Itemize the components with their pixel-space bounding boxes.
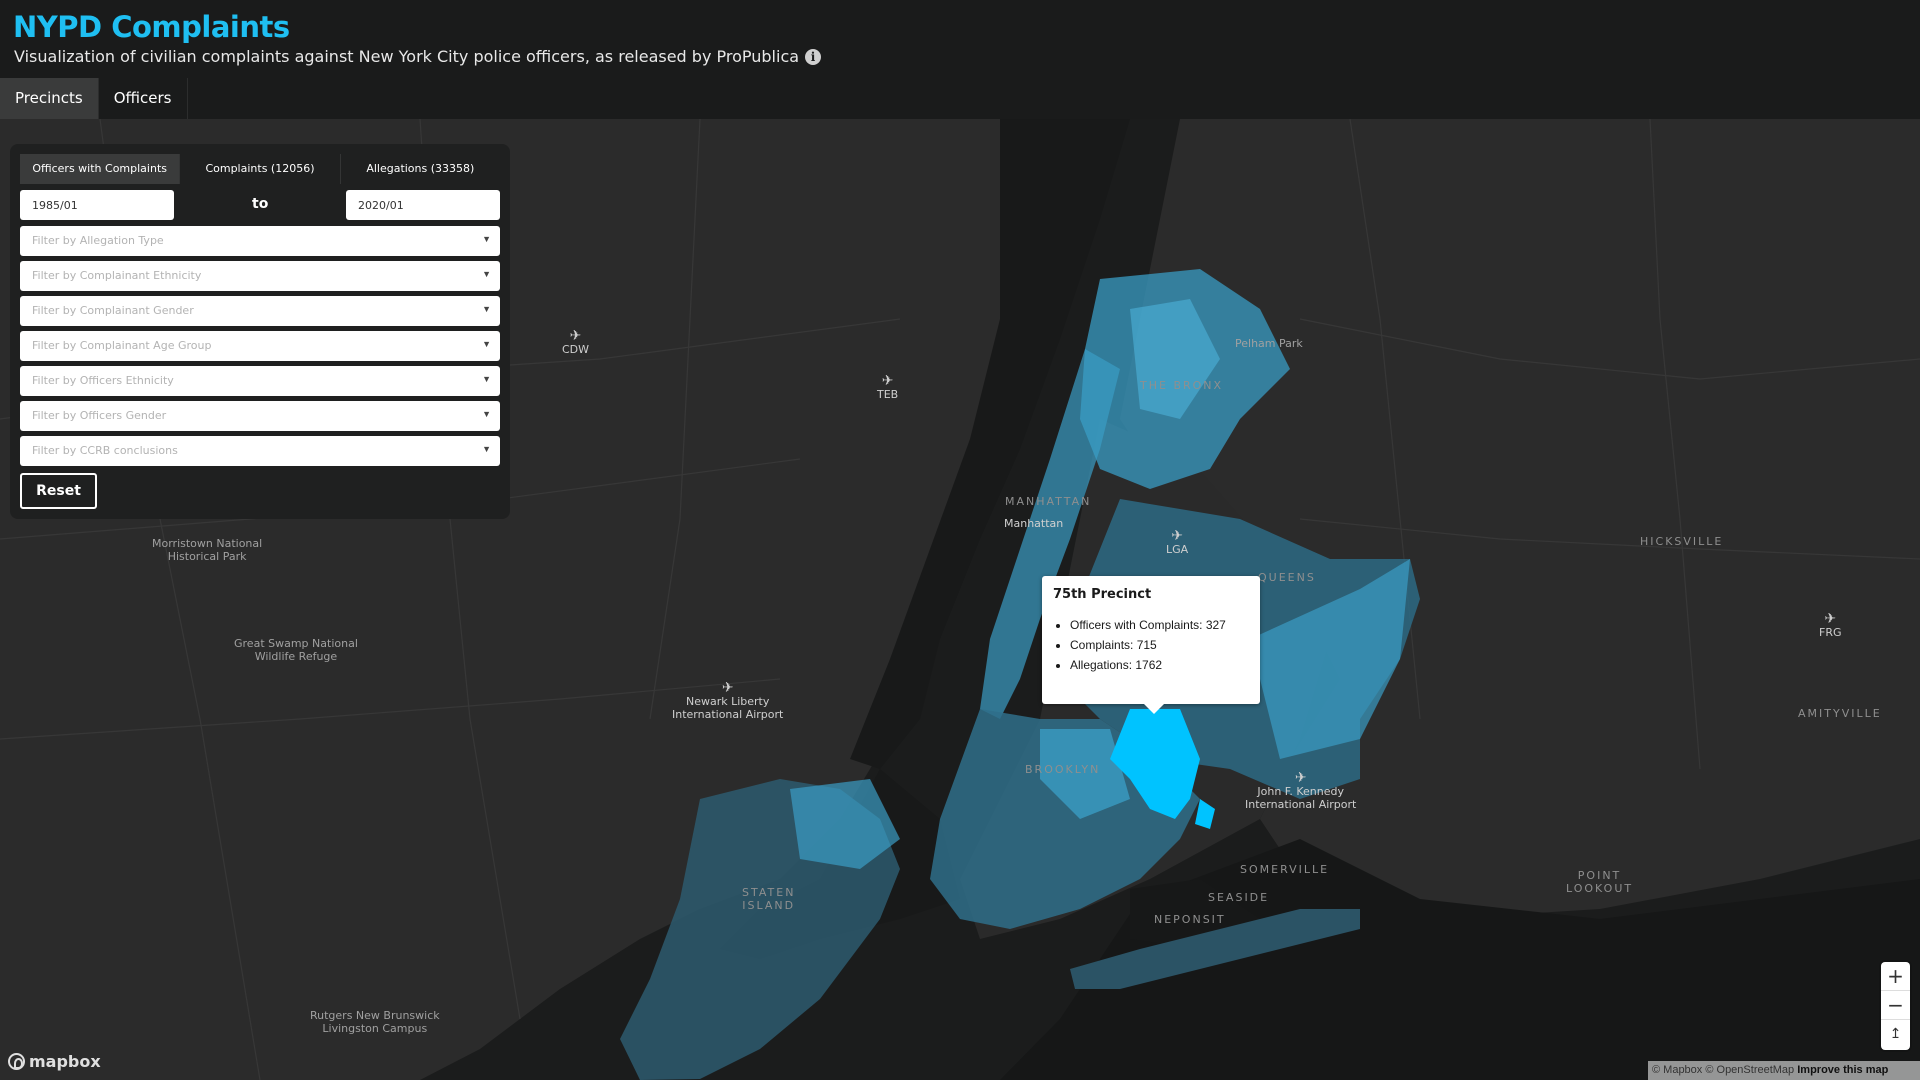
popup-stat-officers: Officers with Complaints: 327	[1070, 618, 1226, 633]
page-subtitle: Visualization of civilian complaints aga…	[14, 47, 822, 66]
filter-complainant-gender[interactable]: Filter by Complainant Gender ▼	[20, 296, 500, 326]
airplane-icon: ✈	[1171, 528, 1183, 544]
map-label-point-lookout: POINT LOOKOUT	[1566, 869, 1634, 895]
chevron-down-icon: ▼	[482, 269, 491, 279]
airplane-icon: ✈	[881, 373, 894, 389]
zoom-in-button[interactable]: +	[1881, 962, 1910, 991]
filter-placeholder: Filter by Complainant Age Group	[32, 339, 212, 352]
map-label-pelham-park: Pelham Park	[1235, 337, 1303, 350]
map-label-rutgers: Rutgers New Brunswick Livingston Campus	[310, 1009, 440, 1035]
filter-panel: Officers with Complaints (3996) Complain…	[10, 144, 510, 519]
zoom-out-button[interactable]: −	[1881, 991, 1910, 1020]
airport-ewr: ✈ Newark Liberty International Airport	[672, 681, 783, 721]
map-basemap	[0, 119, 1920, 1080]
map-label-amityville: AMITYVILLE	[1798, 707, 1882, 720]
filter-placeholder: Filter by Officers Ethnicity	[32, 374, 174, 387]
mapbox-mark-icon	[8, 1053, 25, 1070]
map-label-staten-island: STATEN ISLAND	[742, 886, 796, 912]
metric-tab-allegations[interactable]: Allegations (33358)	[366, 162, 475, 175]
chevron-down-icon: ▼	[482, 444, 491, 454]
map-label-manhattan-upper: MANHATTAN	[1005, 495, 1092, 508]
map-label-morristown: Morristown National Historical Park	[152, 537, 263, 563]
popup-title: 75th Precinct	[1053, 587, 1152, 602]
airplane-icon: ✈	[1294, 770, 1307, 786]
date-range: to	[20, 190, 500, 220]
popup-stats-list: Officers with Complaints: 327 Complaints…	[1070, 618, 1226, 678]
date-to-input[interactable]	[346, 190, 500, 220]
chevron-down-icon: ▼	[482, 234, 491, 244]
map-attribution: © Mapbox © OpenStreetMap Improve this ma…	[1648, 1061, 1920, 1080]
reset-button[interactable]: Reset	[20, 473, 97, 509]
map-label-great-swamp: Great Swamp National Wildlife Refuge	[234, 637, 358, 663]
compass-icon[interactable]: ↥	[1889, 1026, 1902, 1042]
info-icon[interactable]: i	[805, 48, 822, 65]
metric-tabs: Officers with Complaints (3996) Complain…	[20, 154, 500, 205]
app-header: NYPD Complaints Visualization of civilia…	[0, 0, 1920, 119]
improve-map-link[interactable]: Improve this map	[1797, 1064, 1889, 1076]
airport-teb: ✈ TEB	[877, 374, 898, 401]
tab-precincts[interactable]: Precincts	[0, 78, 99, 119]
map-label-queens: QUEENS	[1258, 571, 1316, 584]
mapbox-logo[interactable]: mapbox	[8, 1052, 101, 1071]
airport-jfk: ✈ John F. Kennedy International Airport	[1245, 771, 1356, 811]
map-label-brooklyn: BROOKLYN	[1025, 763, 1101, 776]
airport-teb-label: TEB	[877, 388, 899, 401]
filter-placeholder: Filter by Complainant Ethnicity	[32, 269, 202, 282]
airport-lga: ✈ LGA	[1166, 529, 1188, 556]
chevron-down-icon: ▼	[482, 304, 491, 314]
map-label-manhattan: Manhattan	[1004, 517, 1064, 530]
airplane-icon: ✈	[1824, 611, 1837, 627]
chevron-down-icon: ▼	[482, 339, 491, 349]
main-tabs: Precincts Officers	[0, 78, 188, 119]
filter-placeholder: Filter by Officers Gender	[32, 409, 167, 422]
popup-stat-allegations: Allegations: 1762	[1070, 658, 1226, 673]
map-label-seaside: SEASIDE	[1208, 891, 1270, 904]
metric-tab-complaints[interactable]: Complaints (12056)	[180, 154, 341, 184]
map-label-bronx: THE BRONX	[1140, 379, 1224, 392]
metric-tab-officers[interactable]: Officers with Complaints (3996)	[20, 154, 181, 205]
filter-officers-gender[interactable]: Filter by Officers Gender ▼	[20, 401, 500, 431]
map-zoom-controls: + − ↥	[1881, 962, 1910, 1050]
tab-officers[interactable]: Officers	[99, 78, 188, 119]
map-label-neponsit: NEPONSIT	[1154, 913, 1226, 926]
filter-placeholder: Filter by Complainant Gender	[32, 304, 194, 317]
filter-allegation-type[interactable]: Filter by Allegation Type ▼	[20, 226, 500, 256]
filter-placeholder: Filter by Allegation Type	[32, 234, 164, 247]
airport-frg: ✈ FRG	[1819, 612, 1842, 639]
airport-lga-label: LGA	[1166, 543, 1189, 556]
map-label-hicksville: HICKSVILLE	[1640, 535, 1724, 548]
page-title: NYPD Complaints	[13, 10, 290, 44]
map-canvas[interactable]: THE BRONX MANHATTAN Manhattan QUEENS BRO…	[0, 119, 1920, 1080]
precinct-popup: 75th Precinct Officers with Complaints: …	[1042, 576, 1260, 704]
popup-stat-complaints: Complaints: 715	[1070, 638, 1226, 653]
airport-jfk-label: John F. Kennedy International Airport	[1245, 785, 1357, 811]
airport-ewr-label: Newark Liberty International Airport	[672, 695, 784, 721]
mapbox-logo-text: mapbox	[29, 1052, 101, 1071]
date-separator: to	[252, 196, 269, 212]
filter-complainant-age-group[interactable]: Filter by Complainant Age Group ▼	[20, 331, 500, 361]
map-label-somerville: SOMERVILLE	[1240, 863, 1330, 876]
airport-frg-label: FRG	[1819, 626, 1842, 639]
subtitle-text: Visualization of civilian complaints aga…	[14, 47, 800, 66]
airport-cdw-label: CDW	[562, 343, 590, 356]
filter-placeholder: Filter by CCRB conclusions	[32, 444, 178, 457]
date-from-input[interactable]	[20, 190, 174, 220]
filter-officers-ethnicity[interactable]: Filter by Officers Ethnicity ▼	[20, 366, 500, 396]
airplane-icon: ✈	[569, 328, 582, 344]
chevron-down-icon: ▼	[482, 409, 491, 419]
chevron-down-icon: ▼	[482, 374, 491, 384]
airport-cdw: ✈ CDW	[562, 329, 589, 356]
popup-tip	[1144, 704, 1164, 714]
filter-ccrb-conclusions[interactable]: Filter by CCRB conclusions ▼	[20, 436, 500, 466]
filter-complainant-ethnicity[interactable]: Filter by Complainant Ethnicity ▼	[20, 261, 500, 291]
attribution-text[interactable]: © Mapbox © OpenStreetMap	[1652, 1064, 1795, 1076]
airplane-icon: ✈	[721, 680, 734, 696]
